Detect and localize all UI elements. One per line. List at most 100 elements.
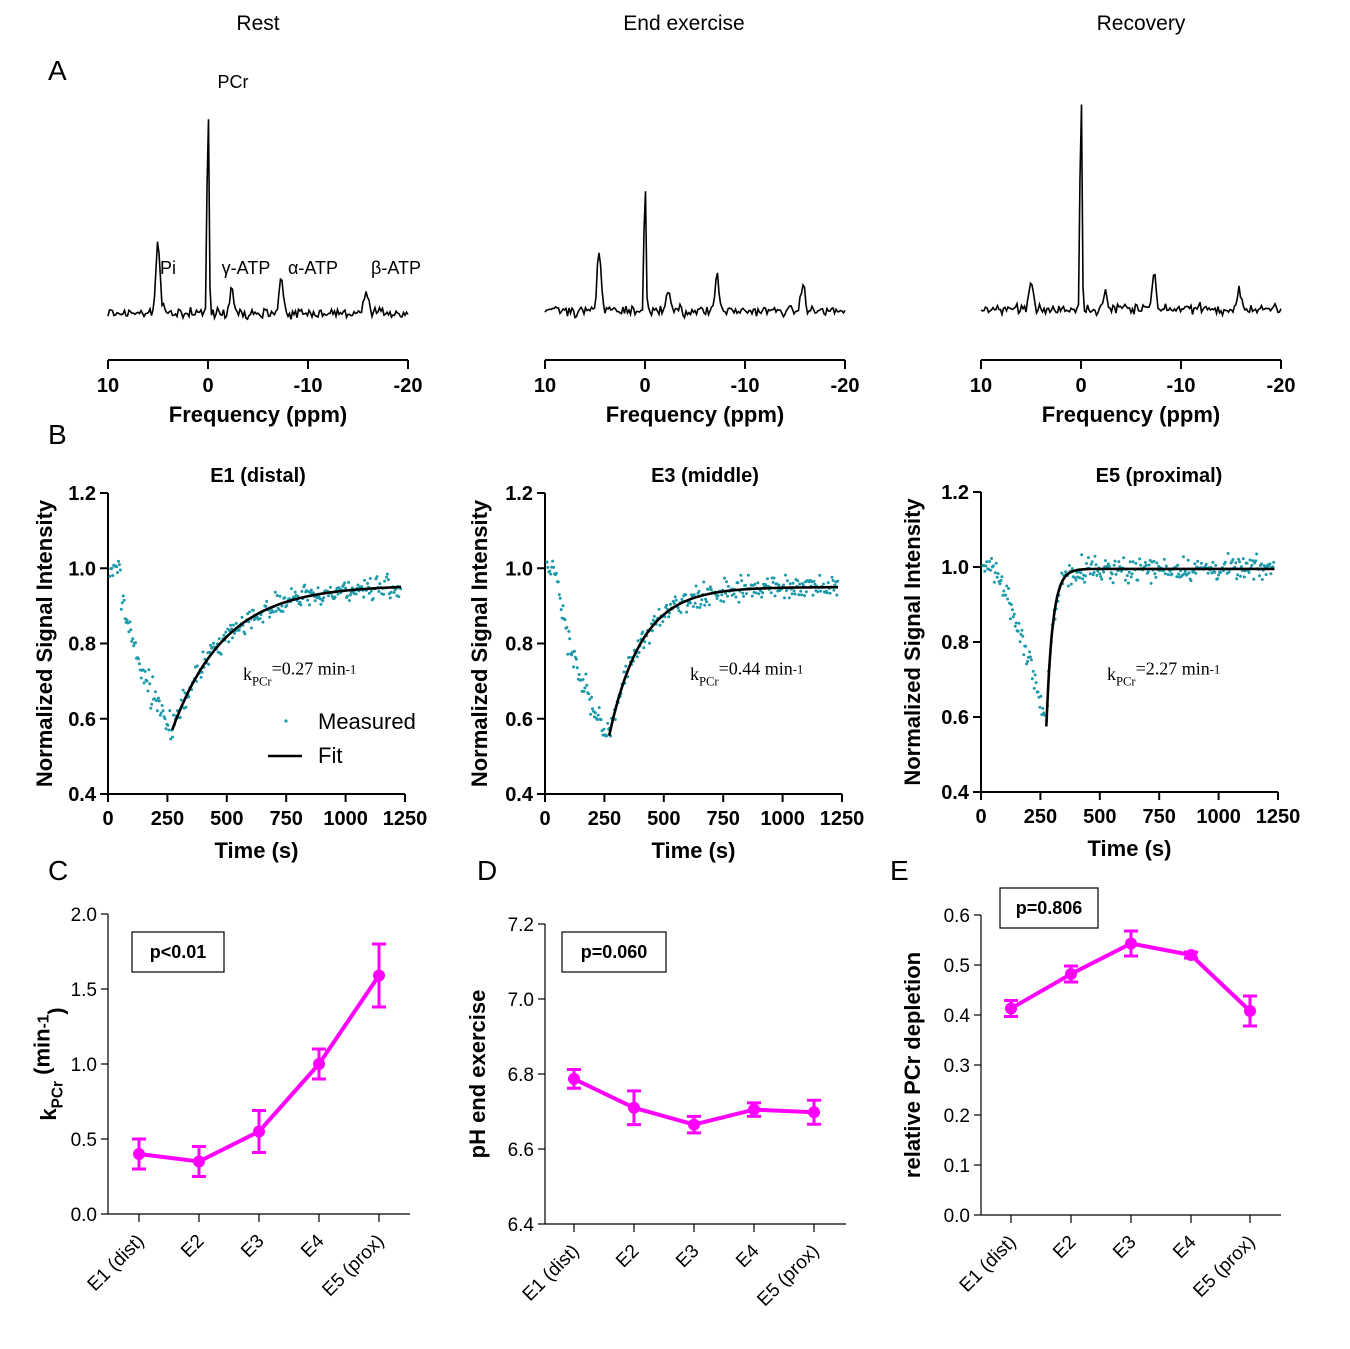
x-tick-label: -10 <box>731 375 760 397</box>
measured-point <box>1211 560 1215 564</box>
y-axis-label: relative PCr depletion <box>900 952 925 1178</box>
measured-point <box>1086 556 1090 560</box>
measured-point <box>584 672 588 676</box>
measured-point <box>1164 564 1168 568</box>
y-tick-label: 0.4 <box>941 782 970 804</box>
measured-point <box>1032 686 1036 690</box>
measured-point <box>1127 570 1131 574</box>
measured-point <box>1111 581 1115 585</box>
measured-point <box>783 596 786 600</box>
measured-point <box>161 709 165 713</box>
measured-point <box>673 595 677 599</box>
y-tick-label: 0.0 <box>71 1205 97 1226</box>
measured-point <box>1096 569 1100 573</box>
measured-point <box>1248 558 1252 562</box>
measured-point <box>130 639 134 643</box>
measured-point <box>613 718 617 721</box>
measured-point <box>306 598 310 602</box>
measured-point <box>596 713 600 717</box>
measured-point <box>265 599 269 603</box>
measured-point <box>369 589 373 593</box>
measured-point <box>169 737 173 741</box>
y-axis-label: Normalized Signal Intensity <box>467 499 492 787</box>
measured-point <box>131 637 135 641</box>
measured-point <box>589 712 593 716</box>
measured-point <box>343 581 347 585</box>
measured-point <box>1264 573 1268 577</box>
measured-point <box>163 717 167 721</box>
x-tick-label: 1000 <box>760 808 805 830</box>
y-tick-label: 0.2 <box>944 1106 970 1127</box>
measured-point <box>1092 571 1096 574</box>
measured-point <box>308 603 311 607</box>
p-value-label: p<0.01 <box>150 942 207 962</box>
measured-point <box>697 589 701 593</box>
y-tick-label: 6.6 <box>508 1140 534 1161</box>
measured-point <box>375 575 379 579</box>
measured-point <box>166 723 170 727</box>
measured-point <box>812 579 816 583</box>
measured-point <box>725 580 728 584</box>
measured-point <box>232 631 236 635</box>
measured-point <box>684 593 688 597</box>
measured-point <box>1206 571 1210 575</box>
measured-point <box>360 585 364 589</box>
x-tick-label: 0 <box>102 808 113 830</box>
x-tick-label: 250 <box>1024 806 1057 828</box>
measured-point <box>756 581 760 585</box>
measured-point <box>1255 552 1259 556</box>
p-value-box <box>131 931 225 973</box>
measured-point <box>1067 564 1071 567</box>
measured-point <box>574 657 578 661</box>
measured-point <box>836 579 840 583</box>
measured-point <box>1029 658 1033 662</box>
measured-point <box>1000 575 1004 579</box>
measured-point <box>207 662 211 666</box>
x-tick-label: E3 <box>237 1231 268 1262</box>
x-tick-label: 250 <box>588 808 621 830</box>
measured-point <box>264 604 268 608</box>
measured-point <box>804 590 808 594</box>
measured-point <box>155 699 158 703</box>
measured-point <box>1254 559 1258 563</box>
measured-point <box>581 678 585 681</box>
kpcr-value-label: kPCr=2.27 min-1 <box>1107 659 1220 689</box>
plot-title: E3 (middle) <box>651 465 759 487</box>
measured-point <box>122 598 126 602</box>
measured-point <box>155 709 159 713</box>
measured-point <box>1217 573 1221 577</box>
measured-point <box>773 594 777 598</box>
measured-point <box>128 620 132 624</box>
measured-point <box>1014 621 1018 625</box>
x-axis-label: Time (s) <box>215 838 299 863</box>
measured-point <box>348 593 352 597</box>
measured-point <box>1252 577 1256 581</box>
measured-point <box>698 606 702 609</box>
measured-point <box>386 578 390 582</box>
measured-point <box>1085 562 1088 565</box>
measured-point <box>750 594 754 598</box>
measured-point <box>274 609 278 613</box>
measured-point <box>641 630 645 634</box>
peak-label: β-ATP <box>371 258 421 278</box>
x-tick-label: 250 <box>151 808 184 830</box>
measured-point <box>1200 561 1203 565</box>
measured-point <box>149 706 153 710</box>
measured-point <box>1147 563 1151 567</box>
measured-point <box>397 595 401 599</box>
measured-point <box>1213 570 1217 574</box>
measured-point <box>1153 572 1157 576</box>
measured-point <box>1036 690 1040 694</box>
measured-point <box>1129 575 1133 579</box>
measured-point <box>1089 562 1093 566</box>
measured-point <box>1131 560 1135 564</box>
y-tick-label: 1.0 <box>71 1055 97 1076</box>
measured-point <box>835 593 839 597</box>
measured-point <box>1016 629 1020 633</box>
measured-point <box>137 662 141 666</box>
measured-point <box>159 711 163 715</box>
measured-point <box>652 614 656 618</box>
measured-point <box>1189 579 1193 583</box>
measured-point <box>719 599 723 603</box>
